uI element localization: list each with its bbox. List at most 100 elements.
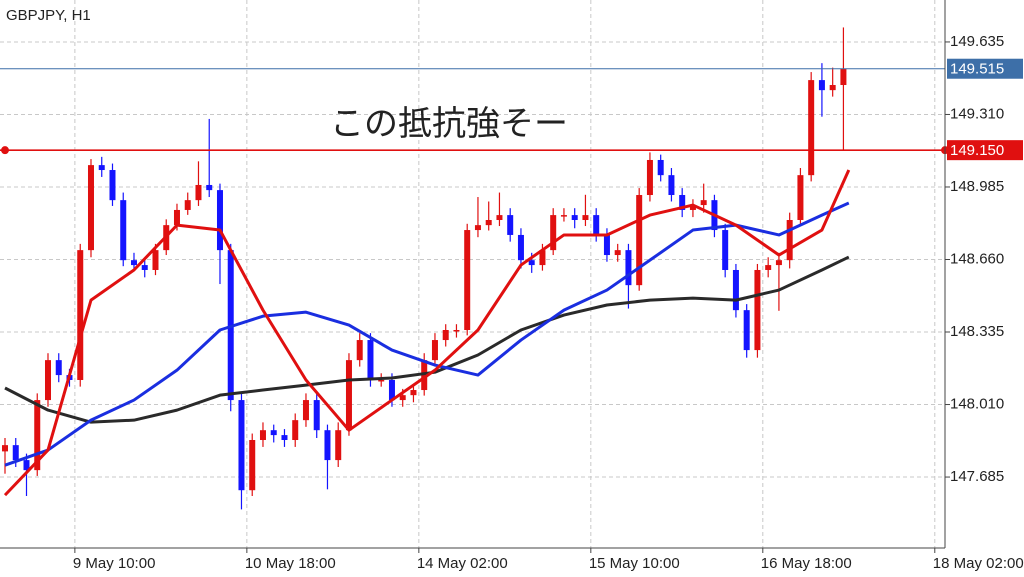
candle-body xyxy=(152,250,159,270)
price-label-box xyxy=(947,140,1023,161)
candle-body xyxy=(582,215,589,221)
candle-body xyxy=(12,445,19,461)
indicator-line xyxy=(3,169,851,497)
x-tick-label: 9 May 10:00 xyxy=(73,555,156,572)
candle-body xyxy=(603,234,610,256)
plot-area xyxy=(1,27,851,510)
candle-body xyxy=(55,360,62,376)
level-handle xyxy=(1,146,9,155)
candle-body xyxy=(775,260,782,266)
candle-body xyxy=(732,269,739,311)
candle-body xyxy=(313,400,320,431)
indicator-line xyxy=(4,255,850,424)
candle-body xyxy=(249,440,256,491)
grid xyxy=(0,0,945,548)
price-label: 149.515 xyxy=(950,61,1004,78)
candle-body xyxy=(464,230,471,331)
candle-body xyxy=(453,330,460,332)
candle-body xyxy=(324,430,331,461)
candle-body xyxy=(1,445,8,452)
candle-body xyxy=(560,215,567,217)
candle-body xyxy=(528,260,535,266)
candle-body xyxy=(496,215,503,221)
candle-body xyxy=(34,400,41,471)
candle-body xyxy=(259,430,266,441)
candle-body xyxy=(184,200,191,210)
candle-body xyxy=(399,395,406,401)
x-tick-label: 14 May 02:00 xyxy=(417,555,508,572)
candle-body xyxy=(657,159,664,176)
annotation: この抵抗強そー xyxy=(330,105,568,143)
candle-body xyxy=(98,165,105,171)
candle-body xyxy=(765,265,772,270)
candle-body xyxy=(636,195,643,286)
candle-body xyxy=(388,379,395,401)
candle-body xyxy=(23,460,30,471)
y-tick-label: 147.685 xyxy=(950,468,1004,485)
candle-body xyxy=(345,360,352,431)
candle-body xyxy=(356,340,363,361)
candle-body xyxy=(87,165,94,251)
y-tick-label: 148.010 xyxy=(950,395,1004,412)
candle-body xyxy=(679,195,686,210)
candle-body xyxy=(550,215,557,251)
y-tick-label: 149.310 xyxy=(950,105,1004,122)
candle-body xyxy=(130,260,137,266)
candle-body xyxy=(109,170,116,201)
candle-body xyxy=(700,200,707,206)
candle-body xyxy=(507,215,514,235)
y-tick-label: 149.635 xyxy=(950,33,1004,50)
candle-body xyxy=(808,80,815,176)
candle-body xyxy=(689,205,696,210)
candle-body xyxy=(442,330,449,341)
x-tick-label: 15 May 10:00 xyxy=(589,555,680,572)
candle-body xyxy=(77,250,84,380)
candle-body xyxy=(292,420,299,441)
candle-body xyxy=(367,340,374,380)
candle-body xyxy=(829,85,836,91)
candle-body xyxy=(238,400,245,491)
candle-body xyxy=(120,200,127,261)
candle-body xyxy=(786,220,793,261)
candle-body xyxy=(593,215,600,235)
candle-body xyxy=(195,184,202,201)
candle-body xyxy=(797,175,804,221)
candle-body xyxy=(485,220,492,226)
candle-body xyxy=(539,250,546,266)
y-tick-label: 148.660 xyxy=(950,250,1004,267)
candle-body xyxy=(474,225,481,231)
candle-body xyxy=(410,390,417,396)
candle-body xyxy=(646,159,653,196)
candle-body xyxy=(270,430,277,436)
indicator-line xyxy=(4,201,850,467)
x-tick-label: 18 May 02:00 xyxy=(933,555,1024,572)
x-tick-label: 16 May 18:00 xyxy=(761,555,852,572)
overlay xyxy=(0,68,949,155)
candle-body xyxy=(281,435,288,441)
candle-body xyxy=(517,234,524,261)
candle-body xyxy=(818,80,825,91)
candle-body xyxy=(625,250,632,286)
candle-body xyxy=(141,265,148,270)
candle-body xyxy=(378,379,385,382)
candle-body xyxy=(668,175,675,196)
candle-body xyxy=(216,190,223,251)
price-label-box xyxy=(947,58,1023,79)
candle-body xyxy=(614,250,621,256)
chart-title: GBPJPY, H1 xyxy=(6,7,91,24)
candle-body xyxy=(206,184,213,191)
price-label: 149.150 xyxy=(950,142,1004,159)
y-tick-label: 148.985 xyxy=(950,178,1004,195)
candle-body xyxy=(44,360,51,401)
x-tick-label: 10 May 18:00 xyxy=(245,555,336,572)
candle-body xyxy=(431,340,438,361)
candle-body xyxy=(722,230,729,270)
candle-body xyxy=(173,209,180,226)
candle-body xyxy=(571,215,578,221)
candle-body xyxy=(840,68,847,86)
candle-body xyxy=(754,269,761,351)
candle-body xyxy=(302,400,309,421)
candle-body xyxy=(335,430,342,461)
candle-body xyxy=(743,310,750,351)
